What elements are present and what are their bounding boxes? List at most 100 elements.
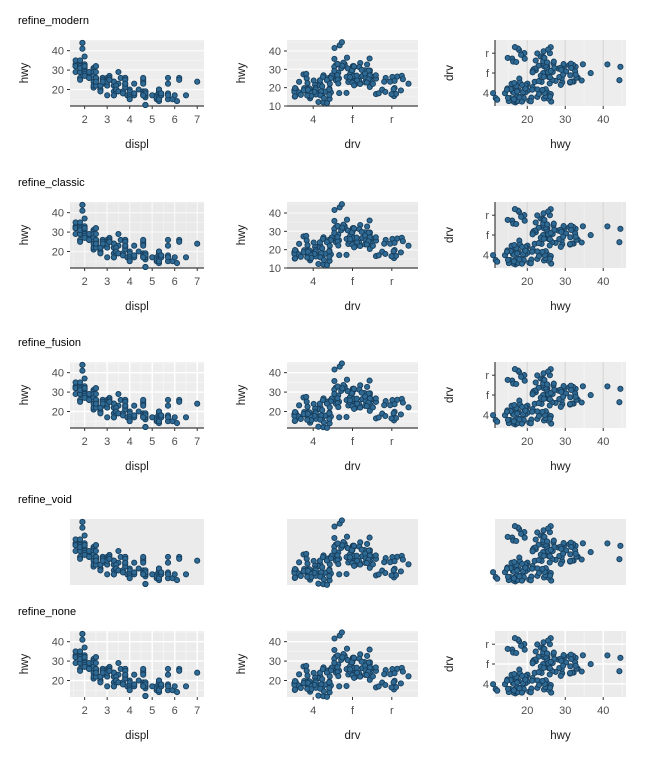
data-point bbox=[522, 85, 529, 92]
data-point bbox=[369, 80, 376, 87]
x-axis-title: displ bbox=[125, 730, 149, 742]
data-point bbox=[338, 360, 345, 367]
data-point bbox=[390, 86, 397, 93]
x-tick-label: r bbox=[390, 705, 394, 717]
data-point bbox=[529, 565, 536, 572]
data-point bbox=[304, 92, 311, 99]
x-tick-label: 4 bbox=[310, 705, 316, 717]
data-point bbox=[304, 403, 311, 410]
data-point bbox=[331, 523, 338, 530]
data-point bbox=[334, 652, 341, 659]
data-point bbox=[510, 418, 517, 425]
scatter-plot-hwy-vs-drv: 4 f r 20 30 40 drv hwy bbox=[236, 629, 418, 742]
x-tick-label: 2 bbox=[82, 114, 88, 126]
data-point bbox=[351, 405, 358, 412]
data-point bbox=[296, 78, 303, 85]
data-point bbox=[92, 240, 99, 247]
data-point bbox=[511, 366, 518, 373]
data-point bbox=[194, 240, 201, 247]
data-point bbox=[304, 679, 312, 686]
data-point bbox=[164, 665, 172, 672]
data-point bbox=[164, 671, 172, 678]
data-point bbox=[372, 72, 379, 79]
data-point bbox=[514, 410, 521, 417]
data-point bbox=[490, 681, 497, 688]
data-point bbox=[142, 692, 149, 700]
data-point bbox=[126, 575, 133, 582]
data-point bbox=[547, 93, 554, 100]
data-point bbox=[171, 414, 178, 421]
data-point bbox=[503, 408, 511, 415]
data-point bbox=[343, 251, 350, 258]
data-point bbox=[296, 671, 303, 678]
data-point bbox=[194, 400, 201, 407]
data-point bbox=[522, 247, 529, 254]
data-point bbox=[513, 649, 520, 657]
data-point bbox=[106, 667, 113, 674]
data-point bbox=[326, 561, 333, 568]
data-point bbox=[375, 571, 382, 578]
data-point bbox=[540, 552, 547, 559]
data-point bbox=[516, 416, 523, 423]
data-point bbox=[343, 376, 351, 383]
data-point bbox=[550, 380, 557, 387]
data-point bbox=[494, 687, 501, 694]
data-point bbox=[310, 77, 317, 84]
data-point bbox=[372, 552, 379, 559]
data-point bbox=[92, 400, 99, 407]
data-point bbox=[535, 569, 543, 577]
scatter-plot-drv-vs-hwy: 20 30 40 rf 4 hwy drv bbox=[444, 202, 626, 313]
scatter-plot-hwy-vs-displ: 2 3 4 5 6 7 20 30 40 displ hwy bbox=[19, 39, 204, 151]
data-point bbox=[86, 553, 93, 560]
data-point bbox=[326, 685, 333, 692]
data-point bbox=[336, 414, 343, 421]
data-point bbox=[335, 404, 342, 411]
data-point bbox=[547, 389, 554, 397]
data-point bbox=[336, 252, 343, 259]
data-point bbox=[567, 400, 574, 408]
data-point bbox=[358, 546, 365, 553]
data-point bbox=[375, 252, 382, 259]
data-point bbox=[104, 571, 111, 578]
data-point bbox=[366, 217, 373, 224]
row-title: refine_modern bbox=[18, 15, 89, 27]
data-point bbox=[604, 540, 611, 547]
data-point bbox=[579, 383, 586, 390]
data-point bbox=[171, 683, 178, 690]
data-point bbox=[560, 383, 567, 390]
data-point bbox=[131, 252, 138, 259]
data-point bbox=[529, 660, 536, 667]
data-point bbox=[529, 248, 536, 255]
data-point bbox=[115, 547, 122, 555]
data-point bbox=[532, 379, 539, 386]
data-point bbox=[522, 407, 529, 414]
data-point bbox=[364, 540, 371, 547]
data-point bbox=[81, 542, 88, 549]
data-point bbox=[351, 562, 358, 569]
data-point bbox=[77, 379, 84, 386]
data-point bbox=[115, 68, 122, 76]
plot-row-refine_fusion: refine_fusion 2 3 4 5 6 7 20 30 40 displ hwy 4 f r 20 30… bbox=[0, 336, 672, 473]
data-point bbox=[164, 571, 172, 578]
data-point bbox=[405, 242, 412, 249]
data-point bbox=[391, 670, 398, 677]
data-point bbox=[503, 677, 511, 684]
x-tick-label: 4 bbox=[127, 276, 133, 288]
data-point bbox=[164, 236, 172, 243]
data-point bbox=[351, 82, 358, 89]
y-tick-label: 30 bbox=[52, 227, 64, 239]
data-point bbox=[140, 254, 147, 261]
data-point bbox=[490, 90, 497, 97]
x-tick-label: f bbox=[351, 276, 355, 288]
y-tick-label: 30 bbox=[52, 656, 64, 668]
data-point bbox=[503, 248, 511, 255]
y-tick-label: r bbox=[485, 48, 489, 60]
data-point bbox=[521, 217, 528, 224]
x-tick-label: 4 bbox=[127, 705, 133, 717]
data-point bbox=[567, 72, 574, 79]
data-point bbox=[131, 90, 138, 97]
data-point bbox=[397, 87, 404, 94]
data-point bbox=[319, 407, 326, 414]
data-point bbox=[516, 685, 523, 692]
data-point bbox=[79, 45, 86, 52]
